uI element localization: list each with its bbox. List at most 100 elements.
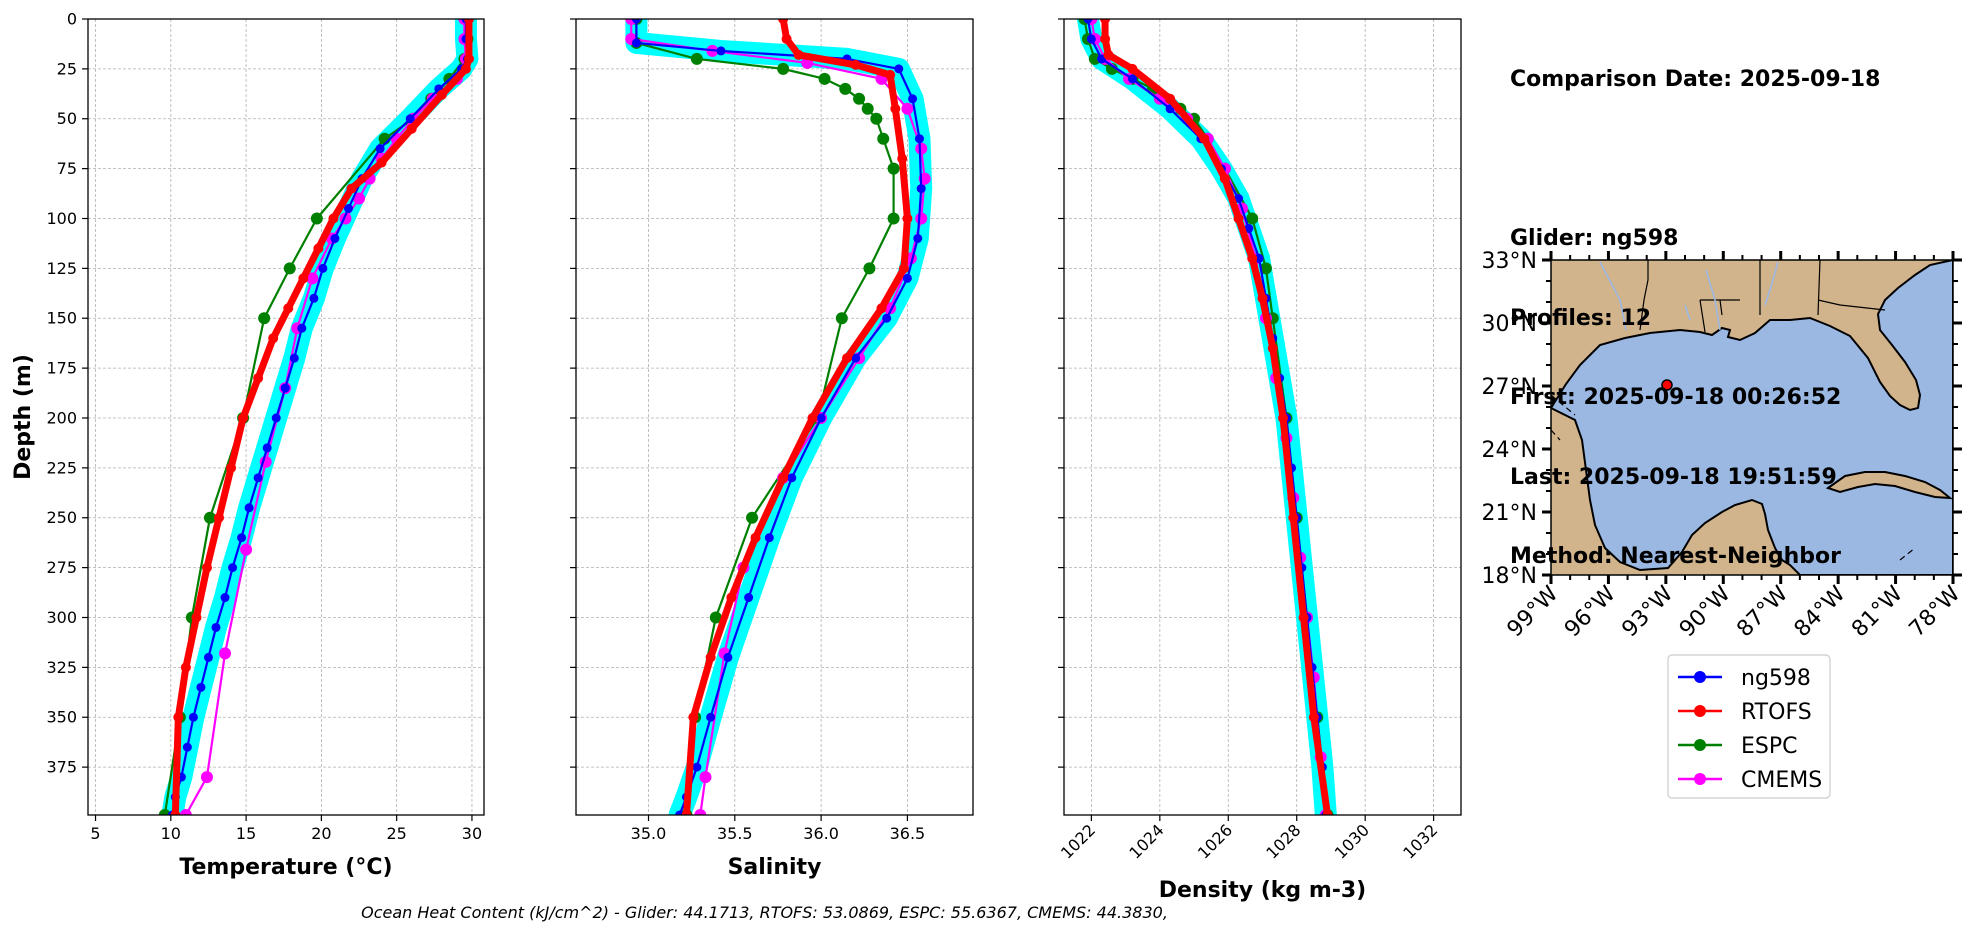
data-point <box>807 412 818 423</box>
data-point <box>271 413 281 423</box>
y-tick-label: 275 <box>46 558 77 577</box>
legend-item-ng598: ng598 <box>1678 666 1811 691</box>
x-tick-label: 1022 <box>1057 820 1099 862</box>
y-tick-label: 75 <box>57 159 77 178</box>
mexico-borders <box>1551 394 1916 561</box>
data-point <box>220 593 230 603</box>
data-point <box>1233 213 1244 224</box>
y-tick-label: 100 <box>46 209 77 228</box>
data-point <box>201 562 212 573</box>
series-line <box>171 19 469 815</box>
data-point <box>262 443 272 453</box>
data-point <box>1086 34 1096 44</box>
x-tick-label: 1024 <box>1125 820 1167 862</box>
legend-item-rtofs: RTOFS <box>1678 700 1812 725</box>
x-tick-label: 1026 <box>1194 820 1236 862</box>
data-point <box>914 134 924 144</box>
data-point <box>289 353 299 363</box>
data-point <box>1246 212 1259 225</box>
data-point <box>851 353 861 363</box>
data-point <box>746 511 759 524</box>
data-point <box>870 112 883 125</box>
data-point <box>203 511 216 524</box>
x-tick-label: 15 <box>236 824 256 843</box>
data-point <box>885 69 896 80</box>
data-point <box>1127 74 1137 84</box>
axes-frame <box>575 18 974 816</box>
data-point <box>158 809 171 815</box>
data-point <box>297 323 307 333</box>
info-block: Comparison Date: 2025-09-18 Glider: ng59… <box>1510 14 1880 597</box>
series-rtofs <box>1100 19 1333 815</box>
legend-marker <box>1694 739 1706 751</box>
rivers <box>1599 261 1779 331</box>
data-point <box>226 462 237 473</box>
data-point <box>219 647 232 660</box>
data-point <box>1257 293 1268 304</box>
data-point <box>631 19 641 24</box>
data-point <box>1165 93 1176 104</box>
data-point <box>406 123 417 134</box>
data-point <box>405 114 415 124</box>
data-point <box>877 132 890 145</box>
x-tick-label: 36.5 <box>890 824 926 843</box>
data-point <box>318 263 328 273</box>
series-espc <box>630 19 900 815</box>
data-point <box>460 63 471 74</box>
x-tick-label: 1028 <box>1262 820 1304 862</box>
lat-tick-label: 21°N <box>1482 501 1537 526</box>
data-point <box>778 472 789 483</box>
data-point <box>1298 612 1309 623</box>
legend-label: RTOFS <box>1741 700 1812 725</box>
data-point <box>463 53 474 64</box>
series-rtofs <box>681 19 913 815</box>
data-point <box>705 652 716 663</box>
data-point <box>1278 412 1289 423</box>
y-tick-label: 225 <box>46 458 77 477</box>
data-point <box>306 272 319 285</box>
data-point <box>1259 262 1272 275</box>
data-point <box>211 622 221 632</box>
x-tick-label: 10 <box>161 824 181 843</box>
y-tick-label: 350 <box>46 708 77 727</box>
series-line <box>1101 19 1331 815</box>
data-point <box>253 373 264 384</box>
data-point <box>876 303 887 314</box>
data-point <box>699 771 712 784</box>
axes-frame <box>87 18 485 816</box>
data-point <box>1100 19 1111 24</box>
y-tick-label: 250 <box>46 508 77 527</box>
legend-marker <box>1694 705 1706 717</box>
lat-tick-label: 30°N <box>1482 312 1537 337</box>
data-point <box>897 153 908 164</box>
data-point <box>1254 253 1264 263</box>
data-point <box>902 213 913 224</box>
data-point <box>376 157 387 168</box>
series-line <box>163 19 469 815</box>
data-point <box>1322 810 1333 815</box>
data-point <box>839 82 852 95</box>
legend-marker <box>1694 773 1706 785</box>
lat-tick-label: 27°N <box>1482 375 1537 400</box>
y-tick-label: 50 <box>57 109 77 128</box>
data-point <box>863 262 876 275</box>
data-point <box>901 102 914 115</box>
data-point <box>764 533 774 543</box>
data-point <box>228 563 238 573</box>
x-tick-label: 25 <box>386 824 406 843</box>
x-tick-label: 20 <box>311 824 331 843</box>
data-point <box>853 92 866 105</box>
data-point <box>709 611 722 624</box>
ohc-text: Ocean Heat Content (kJ/cm^2) - Glider: 4… <box>361 903 1168 922</box>
data-point <box>203 652 213 662</box>
profile-panels: 5 10 15 20 25 3002550751001251501752002252502… <box>11 10 1462 903</box>
plot-area <box>1076 19 1337 815</box>
data-point <box>777 62 790 75</box>
data-point <box>850 59 861 70</box>
data-point <box>188 712 198 722</box>
data-point <box>1244 223 1254 233</box>
series-rtofs <box>170 19 474 815</box>
y-tick-label: 325 <box>46 658 77 677</box>
data-point <box>213 512 224 523</box>
data-point <box>908 94 918 104</box>
